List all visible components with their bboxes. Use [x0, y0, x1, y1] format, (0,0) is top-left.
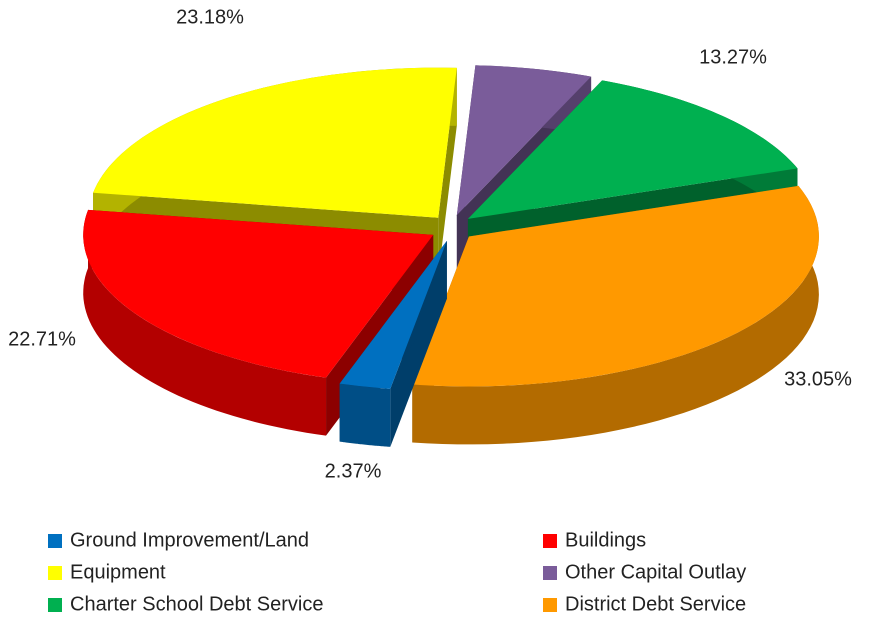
- legend-swatch: [48, 598, 62, 612]
- legend-label: Ground Improvement/Land: [70, 529, 309, 551]
- data-label: 13.27%: [699, 46, 767, 68]
- legend-label: Charter School Debt Service: [70, 593, 323, 615]
- data-label: 23.18%: [176, 6, 244, 28]
- slice: [467, 80, 798, 219]
- slice: [412, 185, 819, 387]
- legend-label: Equipment: [70, 561, 166, 583]
- legend-swatch: [543, 566, 557, 580]
- slice-wall: [412, 185, 819, 445]
- slice-wall: [339, 383, 391, 447]
- slice: [93, 67, 457, 218]
- slice: [339, 240, 447, 389]
- data-label: 22.71%: [8, 328, 76, 350]
- legend: Ground Improvement/Land Buildings Equipmen…: [48, 529, 746, 615]
- slice-wall: [83, 209, 326, 436]
- legend-label: Other Capital Outlay: [565, 561, 746, 583]
- legend-swatch: [543, 534, 557, 548]
- legend-label: District Debt Service: [565, 593, 746, 615]
- legend-swatch: [48, 566, 62, 580]
- legend-label: Buildings: [565, 529, 646, 551]
- slice: [456, 65, 592, 216]
- slice: [83, 209, 434, 378]
- pie: [83, 65, 819, 447]
- data-labels: 2.37% 22.71% 23.18% 13.27% 33.05%: [8, 6, 852, 482]
- data-label: 2.37%: [325, 460, 382, 482]
- data-label: 33.05%: [784, 368, 852, 390]
- legend-swatch: [48, 534, 62, 548]
- legend-swatch: [543, 598, 557, 612]
